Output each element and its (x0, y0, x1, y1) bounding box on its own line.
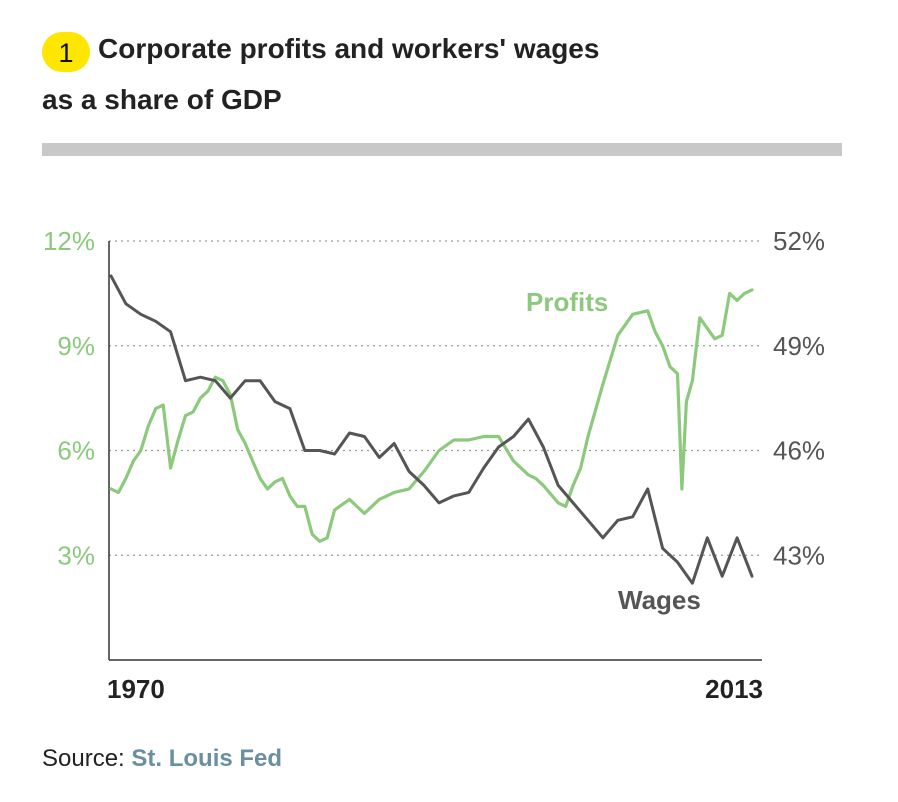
line-chart: 12% 9% 6% 3% 52% 49% 46% 43% 1970 2013 Profits Wage… (43, 226, 825, 704)
left-tick-label: 12% (43, 226, 95, 256)
source-line: Source: St. Louis Fed (42, 745, 282, 773)
chart-number: 1 (58, 38, 74, 68)
chart-title-line2: as a share of GDP (42, 84, 282, 115)
source-link[interactable]: St. Louis Fed (131, 745, 283, 772)
left-tick-label: 9% (57, 331, 95, 361)
right-tick-label: 43% (773, 540, 825, 570)
profits-series-label: Profits (526, 287, 608, 317)
x-tick-label-start: 1970 (107, 674, 165, 704)
left-tick-label: 6% (57, 436, 95, 466)
wages-series-line (109, 274, 754, 585)
wages-series-label: Wages (618, 585, 701, 615)
right-tick-label: 49% (773, 331, 825, 361)
right-tick-label: 46% (773, 436, 825, 466)
left-tick-label: 3% (57, 540, 95, 570)
chart-title-line1: Corporate profits and workers' wages (98, 33, 600, 64)
title-divider (42, 143, 842, 156)
profits-series-line (109, 288, 754, 543)
x-tick-label-end: 2013 (705, 674, 763, 704)
source-prefix: Source: (42, 745, 132, 772)
chart-number-badge: 1 (42, 32, 90, 72)
right-tick-label: 52% (773, 226, 825, 256)
